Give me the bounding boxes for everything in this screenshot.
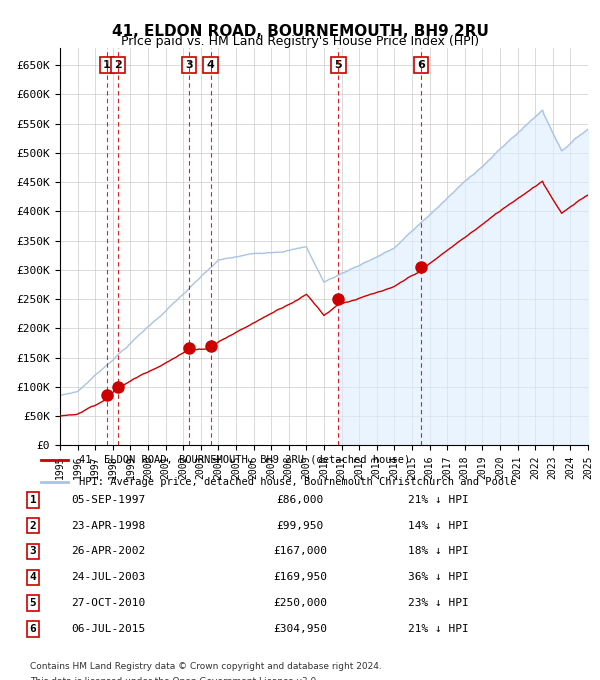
Text: 41, ELDON ROAD, BOURNEMOUTH, BH9 2RU (detached house): 41, ELDON ROAD, BOURNEMOUTH, BH9 2RU (de… — [79, 455, 410, 465]
Text: £167,000: £167,000 — [273, 547, 327, 556]
Text: 36% ↓ HPI: 36% ↓ HPI — [407, 573, 469, 582]
Text: 23-APR-1998: 23-APR-1998 — [71, 521, 145, 530]
Text: 23% ↓ HPI: 23% ↓ HPI — [407, 598, 469, 608]
Text: £250,000: £250,000 — [273, 598, 327, 608]
Text: 1: 1 — [29, 495, 37, 505]
Text: 05-SEP-1997: 05-SEP-1997 — [71, 495, 145, 505]
Text: 26-APR-2002: 26-APR-2002 — [71, 547, 145, 556]
Text: 06-JUL-2015: 06-JUL-2015 — [71, 624, 145, 634]
Text: 2: 2 — [29, 521, 37, 530]
Text: 41, ELDON ROAD, BOURNEMOUTH, BH9 2RU: 41, ELDON ROAD, BOURNEMOUTH, BH9 2RU — [112, 24, 488, 39]
Text: £169,950: £169,950 — [273, 573, 327, 582]
Text: 4: 4 — [29, 573, 37, 582]
Text: 21% ↓ HPI: 21% ↓ HPI — [407, 624, 469, 634]
Text: Contains HM Land Registry data © Crown copyright and database right 2024.: Contains HM Land Registry data © Crown c… — [30, 662, 382, 670]
Text: HPI: Average price, detached house, Bournemouth Christchurch and Poole: HPI: Average price, detached house, Bour… — [79, 477, 516, 487]
Text: 2: 2 — [115, 60, 122, 70]
Text: 6: 6 — [29, 624, 37, 634]
Text: £99,950: £99,950 — [277, 521, 323, 530]
Text: 18% ↓ HPI: 18% ↓ HPI — [407, 547, 469, 556]
Text: This data is licensed under the Open Government Licence v3.0.: This data is licensed under the Open Gov… — [30, 677, 319, 680]
Text: £86,000: £86,000 — [277, 495, 323, 505]
Text: 14% ↓ HPI: 14% ↓ HPI — [407, 521, 469, 530]
Text: £304,950: £304,950 — [273, 624, 327, 634]
Text: 27-OCT-2010: 27-OCT-2010 — [71, 598, 145, 608]
Text: 5: 5 — [335, 60, 342, 70]
Text: 21% ↓ HPI: 21% ↓ HPI — [407, 495, 469, 505]
Text: 5: 5 — [29, 598, 37, 608]
Text: 24-JUL-2003: 24-JUL-2003 — [71, 573, 145, 582]
Text: 3: 3 — [185, 60, 193, 70]
Text: 3: 3 — [29, 547, 37, 556]
Text: 6: 6 — [417, 60, 425, 70]
Text: 4: 4 — [207, 60, 215, 70]
Text: 1: 1 — [103, 60, 111, 70]
Text: Price paid vs. HM Land Registry's House Price Index (HPI): Price paid vs. HM Land Registry's House … — [121, 35, 479, 48]
